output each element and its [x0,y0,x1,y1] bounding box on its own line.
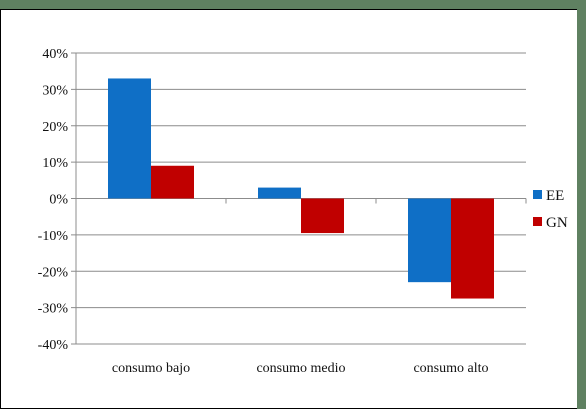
y-tick-label: 30% [42,83,68,98]
y-tick-label: 40% [42,47,68,62]
bar-ee [258,187,301,199]
y-tick-label: 20% [42,120,68,135]
x-category-label: consumo medio [256,361,345,376]
x-category-label: consumo bajo [112,361,190,376]
y-tick-label: -40% [38,338,69,353]
y-tick-label: 0% [49,193,68,208]
y-tick-label: -10% [38,229,69,244]
y-tick-label: -30% [38,302,69,317]
legend-label-gn: GN [546,215,568,231]
bar-gn [151,165,194,199]
legend-swatch-ee [533,190,542,199]
legend-swatch-gn [533,217,542,226]
y-tick-label: -20% [38,265,69,280]
bar-ee [408,198,451,283]
chart-frame: 40% 30% 20% 10% 0% -10% -20% -30% -40% consumo ba… [0,9,577,409]
bar-gn [451,198,494,299]
bar-gn [301,198,344,234]
bar-chart: 40% 30% 20% 10% 0% -10% -20% -30% -40% consumo ba… [38,47,568,376]
bar-ee [108,78,151,199]
x-category-label: consumo alto [413,361,488,376]
y-tick-label: 10% [42,156,68,171]
legend-label-ee: EE [546,188,564,204]
